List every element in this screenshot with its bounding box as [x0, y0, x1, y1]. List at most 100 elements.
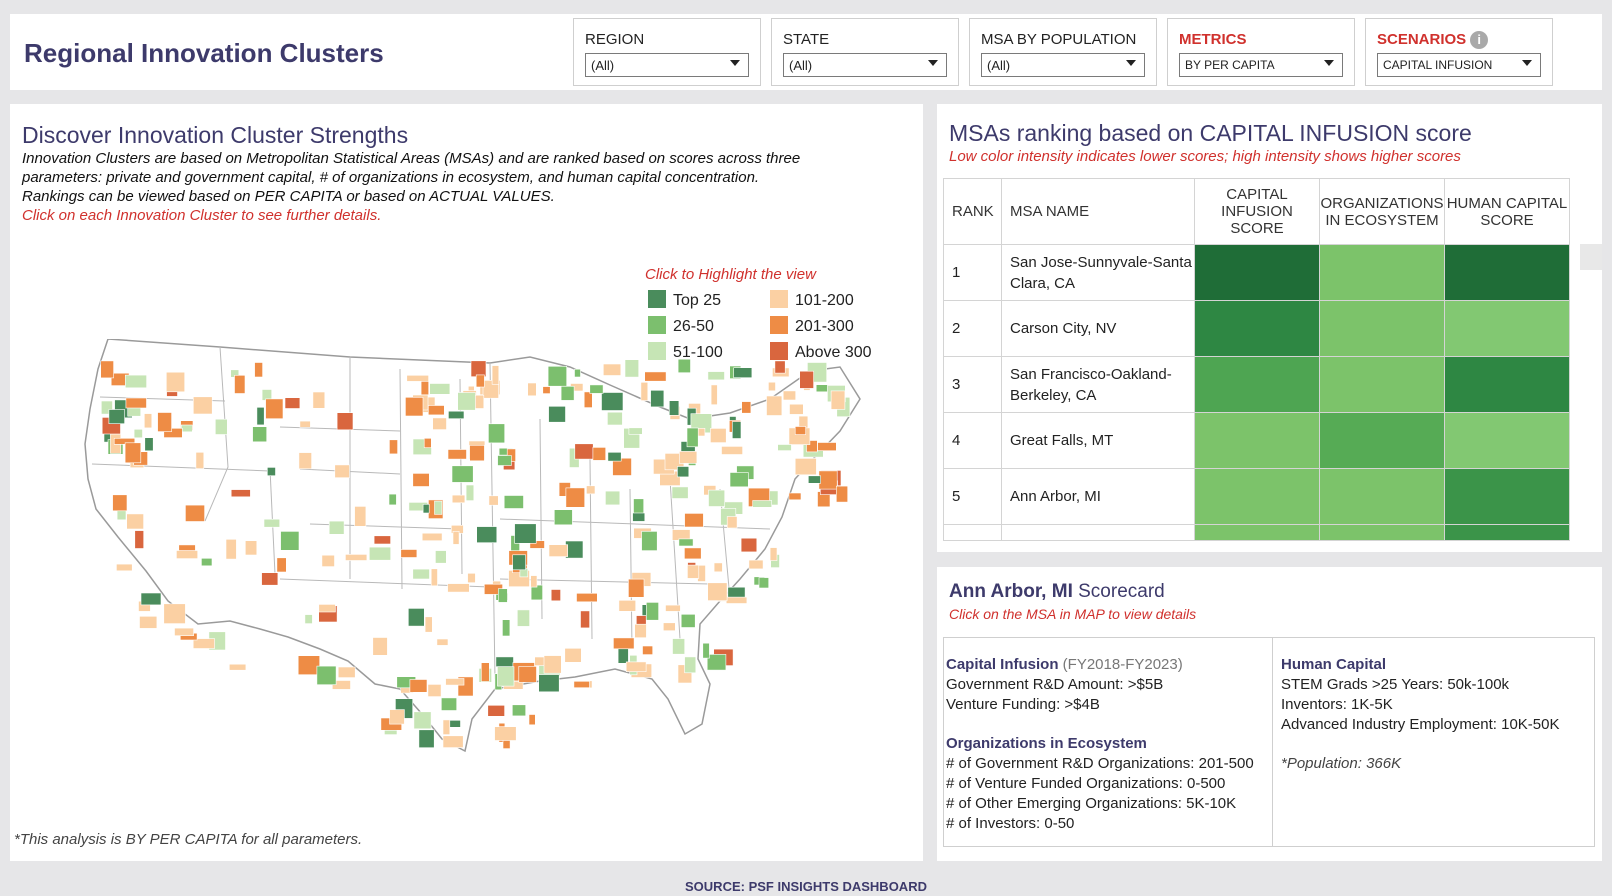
msa-cluster[interactable]	[491, 365, 500, 385]
msa-cluster[interactable]	[252, 426, 268, 443]
legend-item-51-100[interactable]: 51-100	[648, 342, 723, 362]
region-dropdown[interactable]: (All)	[585, 53, 749, 77]
msa-cluster[interactable]	[134, 530, 145, 549]
msa-cluster[interactable]	[634, 623, 647, 639]
msa-cluster[interactable]	[229, 663, 247, 671]
msa-cluster[interactable]	[424, 616, 433, 633]
msa-cluster[interactable]	[514, 523, 537, 544]
msa-cluster[interactable]	[447, 583, 470, 593]
msa-cluster[interactable]	[553, 509, 573, 526]
msa-cluster[interactable]	[469, 445, 485, 462]
msa-cluster[interactable]	[815, 384, 829, 393]
msa-cluster[interactable]	[298, 452, 312, 470]
msa-cluster[interactable]	[497, 455, 512, 466]
msa-cluster[interactable]	[668, 400, 680, 416]
msa-cluster[interactable]	[163, 428, 183, 438]
msa-cluster[interactable]	[318, 604, 336, 613]
msa-cluster[interactable]	[407, 608, 425, 627]
msa-cluster[interactable]	[280, 531, 300, 551]
msa-cluster[interactable]	[412, 473, 430, 487]
score-cell[interactable]	[1444, 244, 1570, 301]
msa-cluster[interactable]	[336, 412, 354, 431]
msa-cluster[interactable]	[564, 647, 582, 663]
msa-cluster[interactable]	[768, 381, 776, 392]
msa-cluster[interactable]	[529, 540, 545, 549]
msa-cluster[interactable]	[512, 554, 526, 571]
msa-cluster[interactable]	[429, 383, 451, 395]
msa-cluster[interactable]	[607, 452, 622, 462]
msa-cluster[interactable]	[434, 500, 443, 515]
msa-cluster[interactable]	[710, 428, 727, 443]
score-cell[interactable]	[1319, 300, 1445, 357]
msa-cluster[interactable]	[586, 485, 596, 495]
score-cell[interactable]	[1194, 300, 1320, 357]
score-cell[interactable]	[1319, 244, 1445, 301]
msa-cluster[interactable]	[542, 386, 551, 394]
msa-cluster[interactable]	[406, 374, 429, 382]
msa-cluster[interactable]	[576, 593, 598, 603]
msa-cluster[interactable]	[488, 423, 505, 444]
msa-cluster[interactable]	[601, 392, 624, 411]
msa-cluster[interactable]	[436, 638, 449, 646]
msa-cluster[interactable]	[560, 385, 575, 401]
msa-cluster[interactable]	[565, 540, 584, 559]
msa-cluster[interactable]	[124, 442, 142, 464]
msa-cluster[interactable]	[624, 359, 639, 378]
msa-cluster[interactable]	[580, 610, 590, 629]
msa-cluster[interactable]	[230, 489, 251, 498]
msa-cluster[interactable]	[632, 512, 646, 522]
msa-cluster[interactable]	[677, 358, 691, 374]
msa-cluster[interactable]	[574, 443, 594, 460]
msa-cluster[interactable]	[550, 589, 561, 602]
msa-cluster[interactable]	[628, 578, 645, 598]
msa-cluster[interactable]	[261, 572, 279, 586]
msa-cluster[interactable]	[602, 363, 622, 376]
msa-cluster[interactable]	[299, 420, 311, 428]
msa-cluster[interactable]	[678, 538, 694, 547]
msa-cluster[interactable]	[672, 638, 685, 655]
msa-cluster[interactable]	[628, 427, 643, 435]
msa-cluster[interactable]	[680, 613, 696, 628]
us-msa-map[interactable]	[70, 339, 900, 764]
msa-cluster[interactable]	[707, 371, 725, 381]
msa-cluster[interactable]	[686, 427, 699, 448]
table-row[interactable]: 2 Carson City, NV	[943, 300, 1570, 357]
msa-cluster[interactable]	[465, 484, 475, 501]
msa-cluster[interactable]	[389, 439, 398, 455]
msa-cluster[interactable]	[548, 406, 566, 423]
msa-cluster[interactable]	[467, 573, 476, 584]
msa-cluster[interactable]	[442, 719, 451, 735]
score-cell[interactable]	[1444, 468, 1570, 525]
msa-cluster[interactable]	[133, 429, 143, 439]
score-cell[interactable]	[1444, 412, 1570, 469]
msa-cluster[interactable]	[423, 438, 432, 449]
msa-cluster[interactable]	[328, 520, 345, 535]
msa-cluster[interactable]	[741, 401, 752, 414]
msa-cluster[interactable]	[733, 367, 753, 379]
msa-cluster[interactable]	[144, 413, 153, 429]
msa-cluster[interactable]	[607, 411, 623, 426]
msa-cluster[interactable]	[527, 382, 537, 397]
msa-cluster[interactable]	[476, 526, 498, 544]
msa-cluster[interactable]	[345, 554, 368, 561]
msa-cluster[interactable]	[234, 374, 246, 394]
msa-cluster[interactable]	[538, 674, 560, 693]
table-row[interactable]: 4 Great Falls, MT	[943, 412, 1570, 469]
msa-cluster[interactable]	[665, 604, 681, 612]
msa-cluster[interactable]	[418, 729, 435, 748]
msa-cluster[interactable]	[518, 666, 537, 683]
header-msa-name[interactable]: MSA NAME	[1001, 178, 1195, 245]
msa-cluster[interactable]	[502, 619, 511, 637]
msa-cluster[interactable]	[192, 638, 215, 649]
msa-cluster[interactable]	[256, 407, 265, 426]
legend-item-101-200[interactable]: 101-200	[770, 290, 854, 310]
msa-cluster[interactable]	[448, 410, 465, 419]
msa-population-dropdown[interactable]: (All)	[981, 53, 1145, 77]
msa-cluster[interactable]	[625, 661, 647, 672]
msa-cluster[interactable]	[284, 397, 301, 409]
msa-cluster[interactable]	[543, 655, 562, 674]
msa-cluster[interactable]	[573, 680, 590, 688]
msa-cluster[interactable]	[312, 391, 326, 409]
msa-cluster[interactable]	[480, 662, 490, 682]
msa-cluster[interactable]	[618, 599, 637, 612]
